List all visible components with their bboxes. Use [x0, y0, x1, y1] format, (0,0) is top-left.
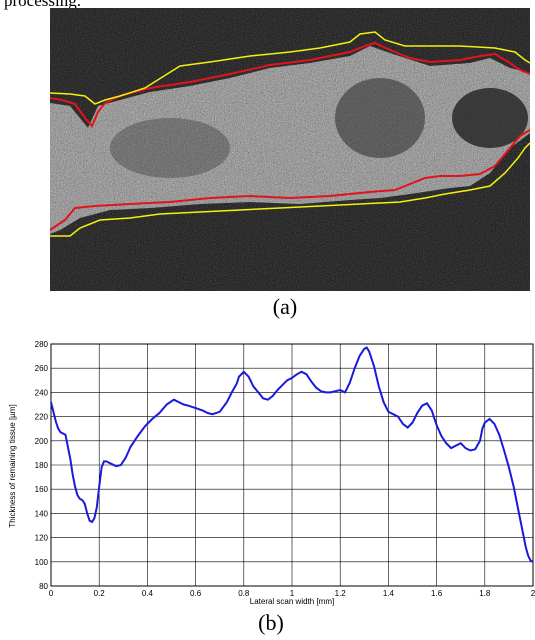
y-tick-label: 180: [35, 461, 49, 470]
x-tick-label: 1.6: [431, 589, 443, 598]
x-tick-label: 0.8: [238, 589, 250, 598]
x-tick-label: 1.4: [383, 589, 395, 598]
y-tick-label: 220: [35, 413, 49, 422]
x-tick-label: 0: [49, 589, 54, 598]
panel-b-caption: (b): [241, 610, 301, 636]
y-tick-label: 140: [35, 509, 49, 518]
y-tick-label: 260: [35, 364, 49, 373]
x-tick-label: 0.2: [94, 589, 106, 598]
x-tick-label: 1.8: [479, 589, 491, 598]
y-tick-label: 100: [35, 558, 49, 567]
x-tick-label: 2: [531, 589, 535, 598]
panel-a-caption: (a): [255, 294, 315, 320]
x-tick-label: 0.6: [190, 589, 202, 598]
x-tick-label: 1.2: [335, 589, 347, 598]
y-tick-label: 280: [35, 340, 49, 349]
y-axis-label: Thickness of remaining tissue [µm]: [8, 404, 17, 527]
oct-scan-image: [50, 8, 530, 291]
chart-ticks: 0 0.2 0.4 0.6 0.8 1 1.2 1.4 1.6 1.8 28010012014016…: [35, 340, 535, 598]
y-tick-label: 80: [39, 582, 48, 591]
x-tick-label: 0.4: [142, 589, 154, 598]
y-tick-label: 120: [35, 534, 49, 543]
x-axis-label: Lateral scan width [mm]: [250, 597, 334, 606]
chart-grid: [51, 344, 533, 586]
y-tick-label: 240: [35, 388, 49, 397]
y-tick-label: 160: [35, 485, 49, 494]
thickness-chart: 0 0.2 0.4 0.6 0.8 1 1.2 1.4 1.6 1.8 28010012014016…: [0, 340, 535, 610]
y-tick-label: 200: [35, 437, 49, 446]
